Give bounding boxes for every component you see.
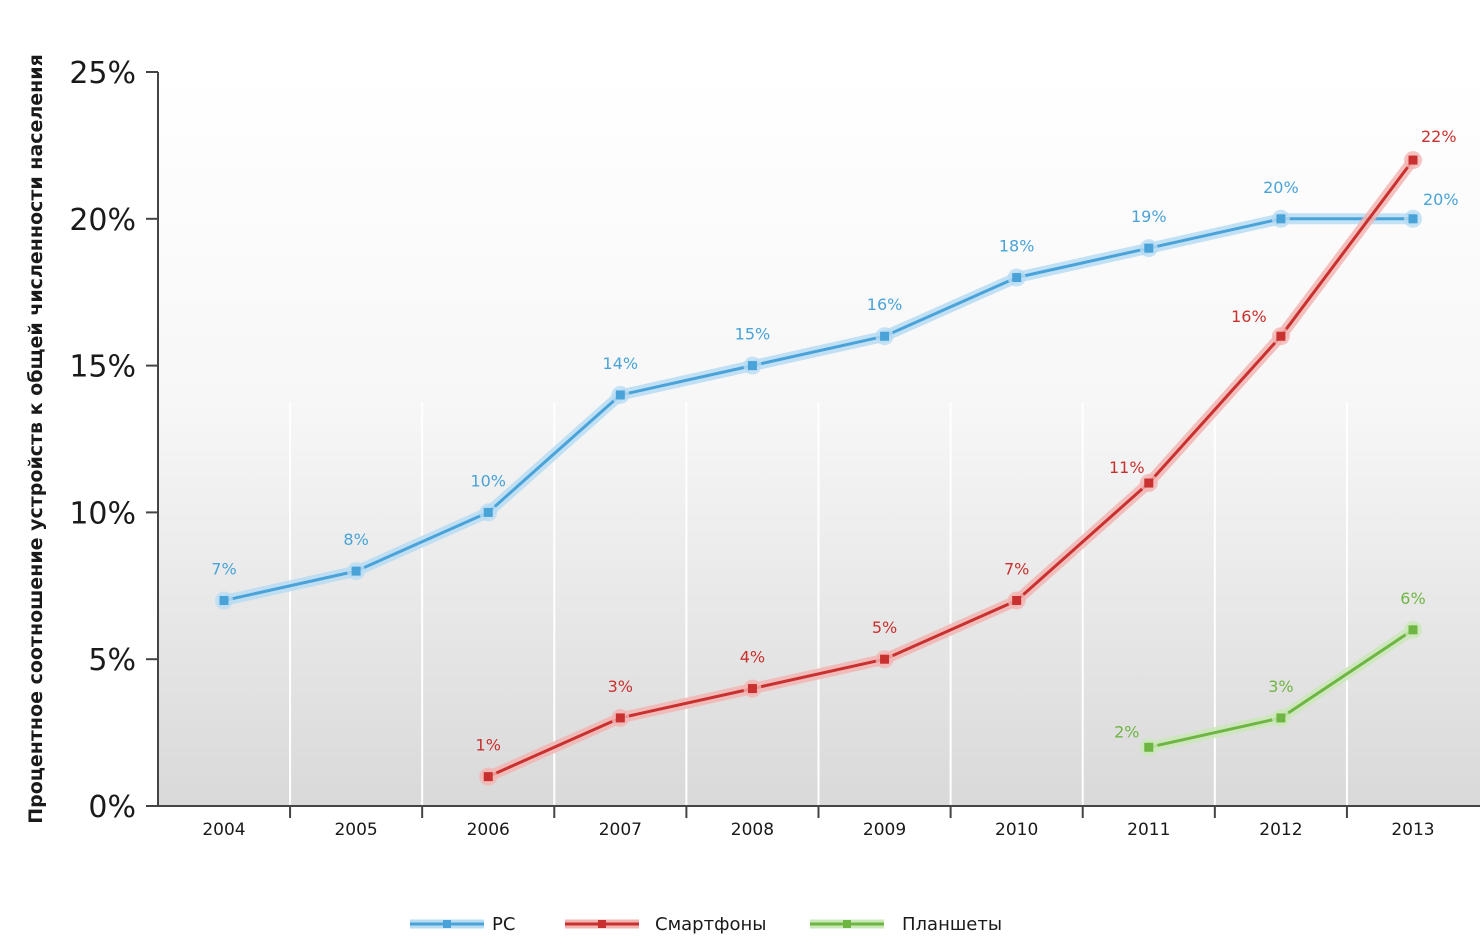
- data-label: 18%: [999, 237, 1035, 256]
- y-tick-label: 0%: [88, 790, 136, 825]
- data-label: 22%: [1421, 127, 1457, 146]
- data-label: 7%: [211, 559, 236, 578]
- data-point: [747, 361, 757, 371]
- data-labels: 7% 8% 10% 14% 15% 16% 18% 19% 20% 20% 1% 3% 4% 5% 7% 11…: [211, 127, 1458, 755]
- data-label: 20%: [1263, 178, 1299, 197]
- x-tick-label: 2004: [202, 820, 245, 840]
- data-point: [1276, 713, 1286, 723]
- data-label: 1%: [476, 736, 501, 755]
- x-ticks: 2004 2005 2006 2007 2008 2009 2010 2011 2012 2013: [202, 806, 1435, 840]
- y-ticks: 0% 5% 10% 15% 20% 25%: [69, 56, 158, 825]
- data-point: [1408, 625, 1418, 635]
- data-label: 11%: [1109, 458, 1145, 477]
- x-tick-label: 2008: [731, 820, 774, 840]
- series-line: [486, 158, 1415, 779]
- data-label: 3%: [608, 677, 633, 696]
- legend-label: Планшеты: [902, 914, 1002, 935]
- data-point: [1012, 595, 1022, 605]
- data-label: 15%: [735, 325, 771, 344]
- data-point: [880, 331, 890, 341]
- x-tick-label: 2005: [334, 820, 377, 840]
- y-axis-title: Процентное соотношение устройств к общей…: [25, 54, 47, 824]
- data-point: [1012, 273, 1022, 283]
- data-label: 20%: [1423, 190, 1459, 209]
- legend-label: Смартфоны: [655, 914, 766, 935]
- legend-marker: [598, 920, 606, 928]
- data-label: 3%: [1268, 677, 1293, 696]
- legend-marker: [843, 920, 851, 928]
- data-point: [1276, 331, 1286, 341]
- y-tick-label: 15%: [69, 350, 136, 385]
- data-point: [1408, 155, 1418, 165]
- data-point: [219, 595, 229, 605]
- data-label: 6%: [1400, 589, 1425, 608]
- data-label: 7%: [1004, 559, 1029, 578]
- data-label: 14%: [603, 354, 639, 373]
- x-tick-label: 2013: [1391, 820, 1434, 840]
- data-point: [1144, 243, 1154, 253]
- data-label: 19%: [1131, 207, 1167, 226]
- data-label: 10%: [470, 471, 506, 490]
- legend-label: PC: [492, 914, 515, 935]
- grid-lines: [289, 402, 1348, 806]
- x-tick-label: 2009: [863, 820, 906, 840]
- data-point: [483, 507, 493, 517]
- data-point: [615, 713, 625, 723]
- data-label: 5%: [872, 618, 897, 637]
- data-point: [1144, 478, 1154, 488]
- data-point: [351, 566, 361, 576]
- data-label: 8%: [343, 530, 368, 549]
- data-label: 16%: [867, 295, 903, 314]
- legend: PC Смартфоны Планшеты: [410, 914, 1002, 935]
- data-point: [747, 684, 757, 694]
- data-label: 4%: [740, 648, 765, 667]
- data-point: [1144, 742, 1154, 752]
- x-tick-label: 2011: [1127, 820, 1170, 840]
- y-tick-label: 5%: [88, 643, 136, 678]
- data-point: [1408, 214, 1418, 224]
- x-tick-label: 2012: [1259, 820, 1302, 840]
- series-line: [222, 217, 1415, 602]
- legend-marker: [443, 920, 451, 928]
- x-tick-label: 2010: [995, 820, 1038, 840]
- data-label: 2%: [1114, 722, 1139, 741]
- data-label: 16%: [1231, 307, 1267, 326]
- data-point: [615, 390, 625, 400]
- y-tick-label: 25%: [69, 56, 136, 91]
- y-tick-label: 10%: [69, 496, 136, 531]
- series: [215, 151, 1422, 786]
- x-tick-label: 2006: [467, 820, 510, 840]
- data-point: [1276, 214, 1286, 224]
- x-tick-label: 2007: [599, 820, 642, 840]
- data-point: [483, 772, 493, 782]
- data-point: [880, 654, 890, 664]
- y-tick-label: 20%: [69, 203, 136, 238]
